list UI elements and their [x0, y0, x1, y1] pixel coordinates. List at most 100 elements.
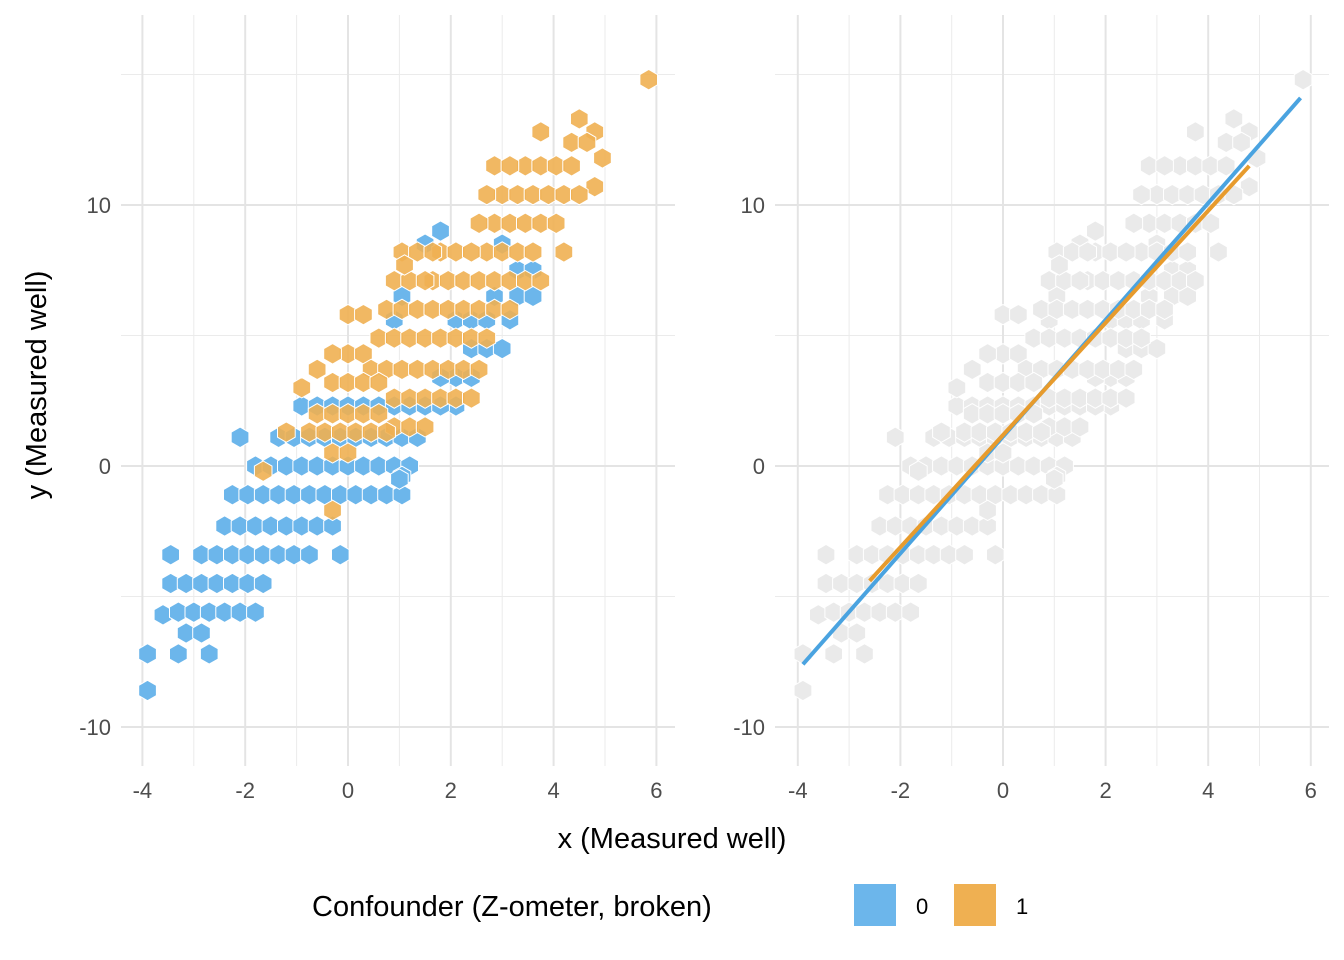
hex-bin-grey [1209, 241, 1228, 263]
y-tick-label: -10 [79, 715, 111, 740]
hex-bin-series-0 [169, 643, 188, 665]
legend-swatch-0 [854, 884, 896, 926]
y-axis-label: y (Measured well) [21, 271, 53, 500]
hex-bin-grey [847, 622, 867, 644]
hex-bin-grey [855, 643, 874, 665]
hex-bin-grey [1293, 68, 1313, 91]
hex-bin-grey [1178, 241, 1197, 263]
hex-bin-grey [901, 601, 920, 623]
panel-right: -4 -2 0 2 4 6 -10 0 10 [733, 15, 1329, 803]
hex-bin-series-0 [199, 643, 219, 665]
y-tick-label: 10 [741, 193, 765, 218]
hex-bin-series-0 [138, 679, 157, 702]
hex-bin-grey [978, 343, 997, 365]
hex-bin-series-0 [192, 622, 211, 644]
hex-bin-grey [962, 358, 982, 381]
legend-title: Confounder (Z-ometer, broken) [312, 891, 712, 923]
hex-bin-series-1 [469, 358, 489, 381]
x-tick-label: 0 [342, 778, 354, 803]
hex-bin-series-1 [395, 254, 414, 276]
x-tick-label: -2 [235, 778, 255, 803]
hex-bin-series-1 [307, 358, 327, 381]
hex-bin-grey [1224, 108, 1244, 130]
hex-bin-series-0 [230, 426, 250, 449]
x-tick-label: 2 [445, 778, 457, 803]
hex-bin-grey [1024, 371, 1044, 394]
y-tick-label: 10 [87, 193, 111, 218]
x-tick-label: 6 [650, 778, 662, 803]
hex-bin-grey [1078, 241, 1097, 263]
x-tick-label: 0 [997, 778, 1009, 803]
hex-bin-series-1 [570, 183, 589, 206]
hex-bin-series-1 [253, 460, 273, 482]
hex-bin-grey [1239, 175, 1259, 198]
hex-bin-grey [932, 421, 951, 443]
panel-left: -4 -2 0 2 4 6 -10 0 10 [79, 15, 675, 803]
x-tick-label: 4 [1202, 778, 1214, 803]
hex-bin-grey [1032, 421, 1051, 443]
hex-bin-series-0 [390, 468, 409, 490]
hex-bin-series-1 [562, 155, 581, 177]
hex-bin-series-1 [546, 212, 566, 235]
y-tick-label: 0 [99, 454, 111, 479]
hex-bin-series-1 [585, 175, 605, 198]
hex-bin-grey [1186, 269, 1205, 292]
hex-bin-series-0 [431, 220, 450, 242]
legend: Confounder (Z-ometer, broken) 0 1 [312, 884, 1028, 926]
hex-bin-series-0 [323, 515, 342, 537]
hex-bin-series-1 [415, 269, 435, 292]
hex-bin-series-1 [570, 108, 589, 130]
hex-bin-series-0 [161, 543, 180, 566]
hex-bin-grey [1178, 285, 1197, 308]
hex-bin-series-1 [277, 421, 296, 443]
hex-bin-grey [1186, 121, 1205, 143]
hex-bin-series-1 [377, 421, 396, 443]
x-tick-label: -4 [133, 778, 153, 803]
hex-bin-series-1 [523, 241, 543, 263]
hex-bin-grey [909, 460, 928, 482]
hex-bin-series-1 [469, 212, 489, 235]
hex-bin-series-1 [477, 327, 497, 349]
hex-bin-series-0 [523, 285, 543, 308]
x-tick-label: -4 [788, 778, 808, 803]
hex-bin-series-1 [423, 241, 443, 263]
hex-bin-series-1 [369, 371, 389, 394]
legend-swatch-1 [954, 884, 996, 926]
hex-bin-series-0 [300, 543, 319, 566]
hex-bin-grey [1116, 241, 1136, 263]
y-tick-label: -10 [733, 715, 765, 740]
hex-bin-grey [1132, 183, 1151, 206]
fit-line-series-1 [868, 164, 1251, 583]
hex-bin-grey [955, 543, 974, 566]
hex-bin-grey [947, 376, 967, 399]
y-tick-label: 0 [753, 454, 765, 479]
hex-bin-grey [1009, 303, 1028, 326]
hex-bin-grey [793, 679, 813, 702]
hex-bin-grey [1086, 220, 1105, 242]
hex-bin-series-1 [462, 387, 481, 409]
hex-bin-grey [885, 426, 905, 449]
x-tick-label: 4 [547, 778, 559, 803]
x-tick-label: 6 [1305, 778, 1317, 803]
hex-bin-grey [1216, 155, 1236, 177]
hex-bin-series-1 [639, 68, 658, 91]
x-axis-label: x (Measured well) [558, 823, 787, 855]
hex-bin-series-1 [477, 183, 497, 206]
hex-bin-series-0 [331, 543, 350, 566]
x-tick-label: 2 [1099, 778, 1111, 803]
hex-bin-series-1 [593, 147, 612, 169]
hex-bin-series-1 [338, 442, 358, 464]
hex-bin-grey [816, 543, 836, 566]
hex-bin-grey [1070, 269, 1090, 292]
hex-bin-grey [1124, 212, 1144, 235]
hex-bin-grey [1247, 147, 1267, 169]
legend-label-0: 0 [916, 894, 928, 919]
hex-bin-series-1 [577, 131, 597, 154]
hex-bin-grey [1132, 327, 1151, 349]
hex-bin-grey [1116, 387, 1136, 409]
hex-bin-series-1 [531, 269, 551, 292]
hex-bin-grey [824, 643, 843, 665]
hex-bin-grey [793, 643, 813, 665]
